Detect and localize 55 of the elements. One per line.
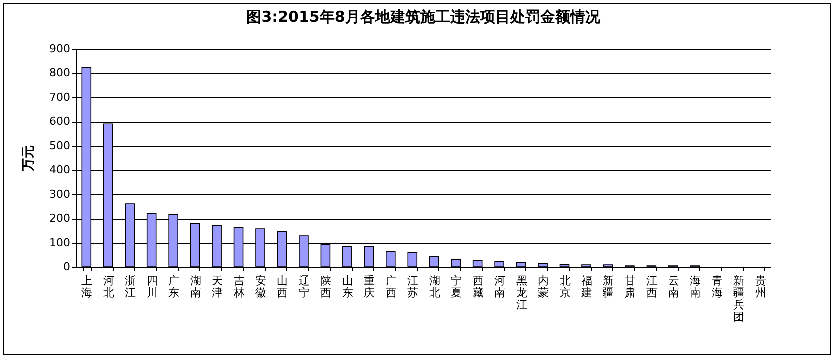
x-tick-label: 内蒙 bbox=[538, 274, 550, 300]
y-tick-label: 0 bbox=[64, 260, 70, 274]
x-tick-label: 安徽 bbox=[256, 274, 267, 300]
x-tick-label: 天津 bbox=[212, 274, 224, 300]
y-axis-title: 万元 bbox=[22, 146, 37, 172]
y-tick-label: 600 bbox=[50, 115, 70, 128]
x-tick-label: 重庆 bbox=[364, 274, 376, 300]
x-tick-label: 黑龙江 bbox=[516, 274, 528, 312]
bar bbox=[386, 251, 396, 268]
y-tick-label: 200 bbox=[50, 212, 70, 226]
x-tick-label: 吉林 bbox=[232, 274, 245, 300]
y-tick-label: 100 bbox=[50, 236, 70, 250]
x-tick-label: 福建 bbox=[580, 274, 592, 300]
bar bbox=[364, 246, 374, 268]
y-tick-label: 500 bbox=[50, 139, 70, 152]
x-tick-label: 湖南 bbox=[190, 274, 202, 300]
x-tick-label: 甘肃 bbox=[624, 274, 636, 300]
bar bbox=[516, 262, 526, 268]
x-tick-label: 山东 bbox=[342, 274, 354, 300]
bar bbox=[429, 256, 440, 268]
bar bbox=[451, 259, 461, 268]
y-tick-label: 400 bbox=[50, 164, 70, 177]
bar bbox=[494, 261, 504, 268]
x-tick-label: 广东 bbox=[168, 274, 180, 300]
x-tick-label: 北京 bbox=[560, 274, 571, 300]
x-tick-label: 浙江 bbox=[125, 274, 136, 300]
bar bbox=[560, 264, 570, 268]
x-tick-label: 云南 bbox=[668, 274, 680, 300]
x-tick-label: 河南 bbox=[494, 274, 506, 300]
x-tick-label: 山西 bbox=[277, 274, 288, 300]
chart-title: 图3:2015年8月各地建筑施工违法项目处罚金额情况 bbox=[246, 8, 602, 26]
x-tick-label: 新疆兵团 bbox=[734, 274, 745, 324]
bar bbox=[408, 252, 418, 268]
x-tick-label: 陕西 bbox=[320, 274, 332, 300]
x-tick-label: 河北 bbox=[103, 274, 114, 300]
x-tick-label: 江苏 bbox=[408, 274, 419, 300]
bar bbox=[472, 260, 483, 268]
x-tick-label: 西藏 bbox=[472, 274, 484, 300]
y-tick-label: 900 bbox=[50, 42, 70, 56]
x-tick-label: 江西 bbox=[646, 274, 658, 300]
x-tick-label: 湖北 bbox=[429, 274, 440, 300]
x-tick-label: 辽宁 bbox=[298, 274, 310, 300]
y-tick-label: 700 bbox=[50, 90, 70, 104]
x-tick-label: 宁夏 bbox=[451, 274, 462, 300]
x-tick-label: 四川 bbox=[146, 274, 158, 300]
x-tick-label: 海南 bbox=[690, 274, 702, 300]
y-tick-label: 800 bbox=[50, 66, 70, 80]
x-tick-label: 广西 bbox=[386, 274, 397, 300]
bar bbox=[342, 246, 352, 268]
bar bbox=[538, 263, 548, 268]
x-tick-label: 新疆 bbox=[603, 274, 614, 300]
x-tick-label: 贵州 bbox=[755, 274, 766, 300]
y-tick-label: 300 bbox=[50, 188, 70, 201]
x-tick-label: 上海 bbox=[82, 274, 93, 300]
x-tick-label: 青海 bbox=[712, 274, 723, 300]
